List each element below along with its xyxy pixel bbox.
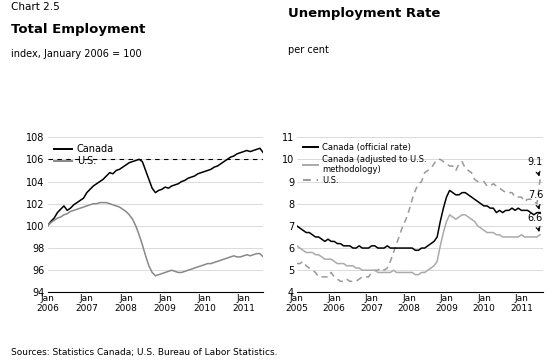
- Text: Sources: Statistics Canada; U.S. Bureau of Labor Statistics.: Sources: Statistics Canada; U.S. Bureau …: [11, 348, 278, 357]
- Text: Total Employment: Total Employment: [11, 23, 146, 36]
- Legend: Canada, U.S.: Canada, U.S.: [50, 140, 118, 170]
- Text: per cent: per cent: [288, 45, 329, 55]
- Text: 7.6: 7.6: [528, 190, 543, 209]
- Text: index, January 2006 = 100: index, January 2006 = 100: [11, 49, 142, 59]
- Text: Chart 2.5: Chart 2.5: [11, 2, 60, 12]
- Text: 9.1: 9.1: [528, 157, 543, 175]
- Text: 6.6: 6.6: [528, 213, 543, 231]
- Legend: Canada (official rate), Canada (adjusted to U.S.
methodology), U.S.: Canada (official rate), Canada (adjusted…: [299, 140, 430, 189]
- Text: Unemployment Rate: Unemployment Rate: [288, 7, 441, 20]
